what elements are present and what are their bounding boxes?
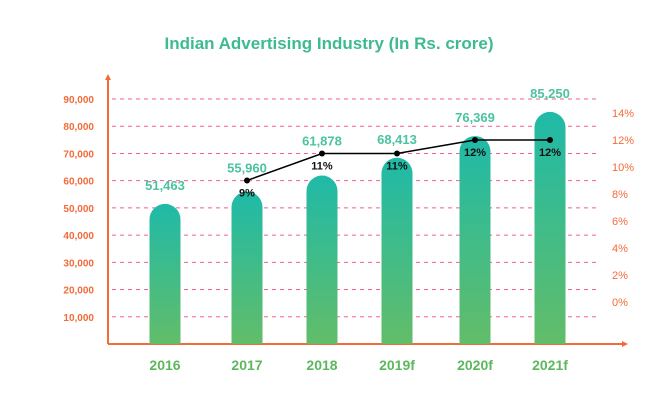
right-tick-label: 0%: [612, 297, 628, 309]
category-label: 2016: [149, 357, 180, 373]
growth-label: 12%: [539, 147, 561, 159]
growth-point: [472, 137, 478, 143]
bar: [231, 191, 263, 344]
growth-point: [394, 150, 400, 157]
bar: [534, 111, 566, 345]
left-tick-label: 50,000: [63, 204, 94, 215]
category-label: 2020f: [457, 357, 493, 373]
left-tick-label: 10,000: [63, 313, 94, 324]
left-tick-label: 30,000: [63, 258, 94, 269]
right-tick-label: 12%: [612, 135, 634, 147]
growth-label: 12%: [464, 147, 486, 159]
chart-title: Indian Advertising Industry (In Rs. cror…: [164, 34, 494, 53]
growth-point: [547, 137, 553, 143]
left-axis-arrow: [105, 74, 111, 80]
bar-value-label: 76,369: [455, 110, 495, 125]
bar: [306, 175, 338, 344]
left-tick-label: 20,000: [63, 286, 94, 297]
bar-value-label: 68,413: [377, 132, 417, 147]
left-tick-label: 80,000: [63, 122, 94, 133]
right-tick-label: 14%: [612, 108, 634, 120]
growth-label: 11%: [311, 161, 333, 173]
right-tick-label: 4%: [612, 243, 628, 255]
bottom-axis-arrow: [622, 341, 628, 347]
growth-point: [319, 150, 325, 157]
right-tick-label: 6%: [612, 216, 628, 228]
left-tick-label: 40,000: [63, 231, 94, 242]
category-label: 2017: [231, 357, 262, 373]
growth-label: 9%: [239, 188, 255, 200]
left-tick-label: 70,000: [63, 149, 94, 160]
bar-value-label: 85,250: [530, 86, 570, 101]
bar-value-label: 51,463: [145, 178, 185, 193]
left-tick-label: 60,000: [63, 177, 94, 188]
category-label: 2018: [306, 357, 337, 373]
left-tick-label: 90,000: [63, 95, 94, 106]
bar-value-label: 55,960: [227, 161, 267, 176]
bar: [459, 136, 491, 344]
growth-point: [244, 177, 250, 184]
bar: [381, 157, 413, 344]
right-tick-label: 10%: [612, 162, 634, 174]
growth-label: 11%: [386, 161, 408, 173]
bar: [149, 203, 181, 344]
category-label: 2021f: [532, 357, 568, 373]
category-label: 2019f: [379, 357, 415, 373]
right-tick-label: 2%: [612, 270, 628, 282]
right-tick-label: 8%: [612, 189, 628, 201]
bar-value-label: 61,878: [302, 134, 342, 149]
